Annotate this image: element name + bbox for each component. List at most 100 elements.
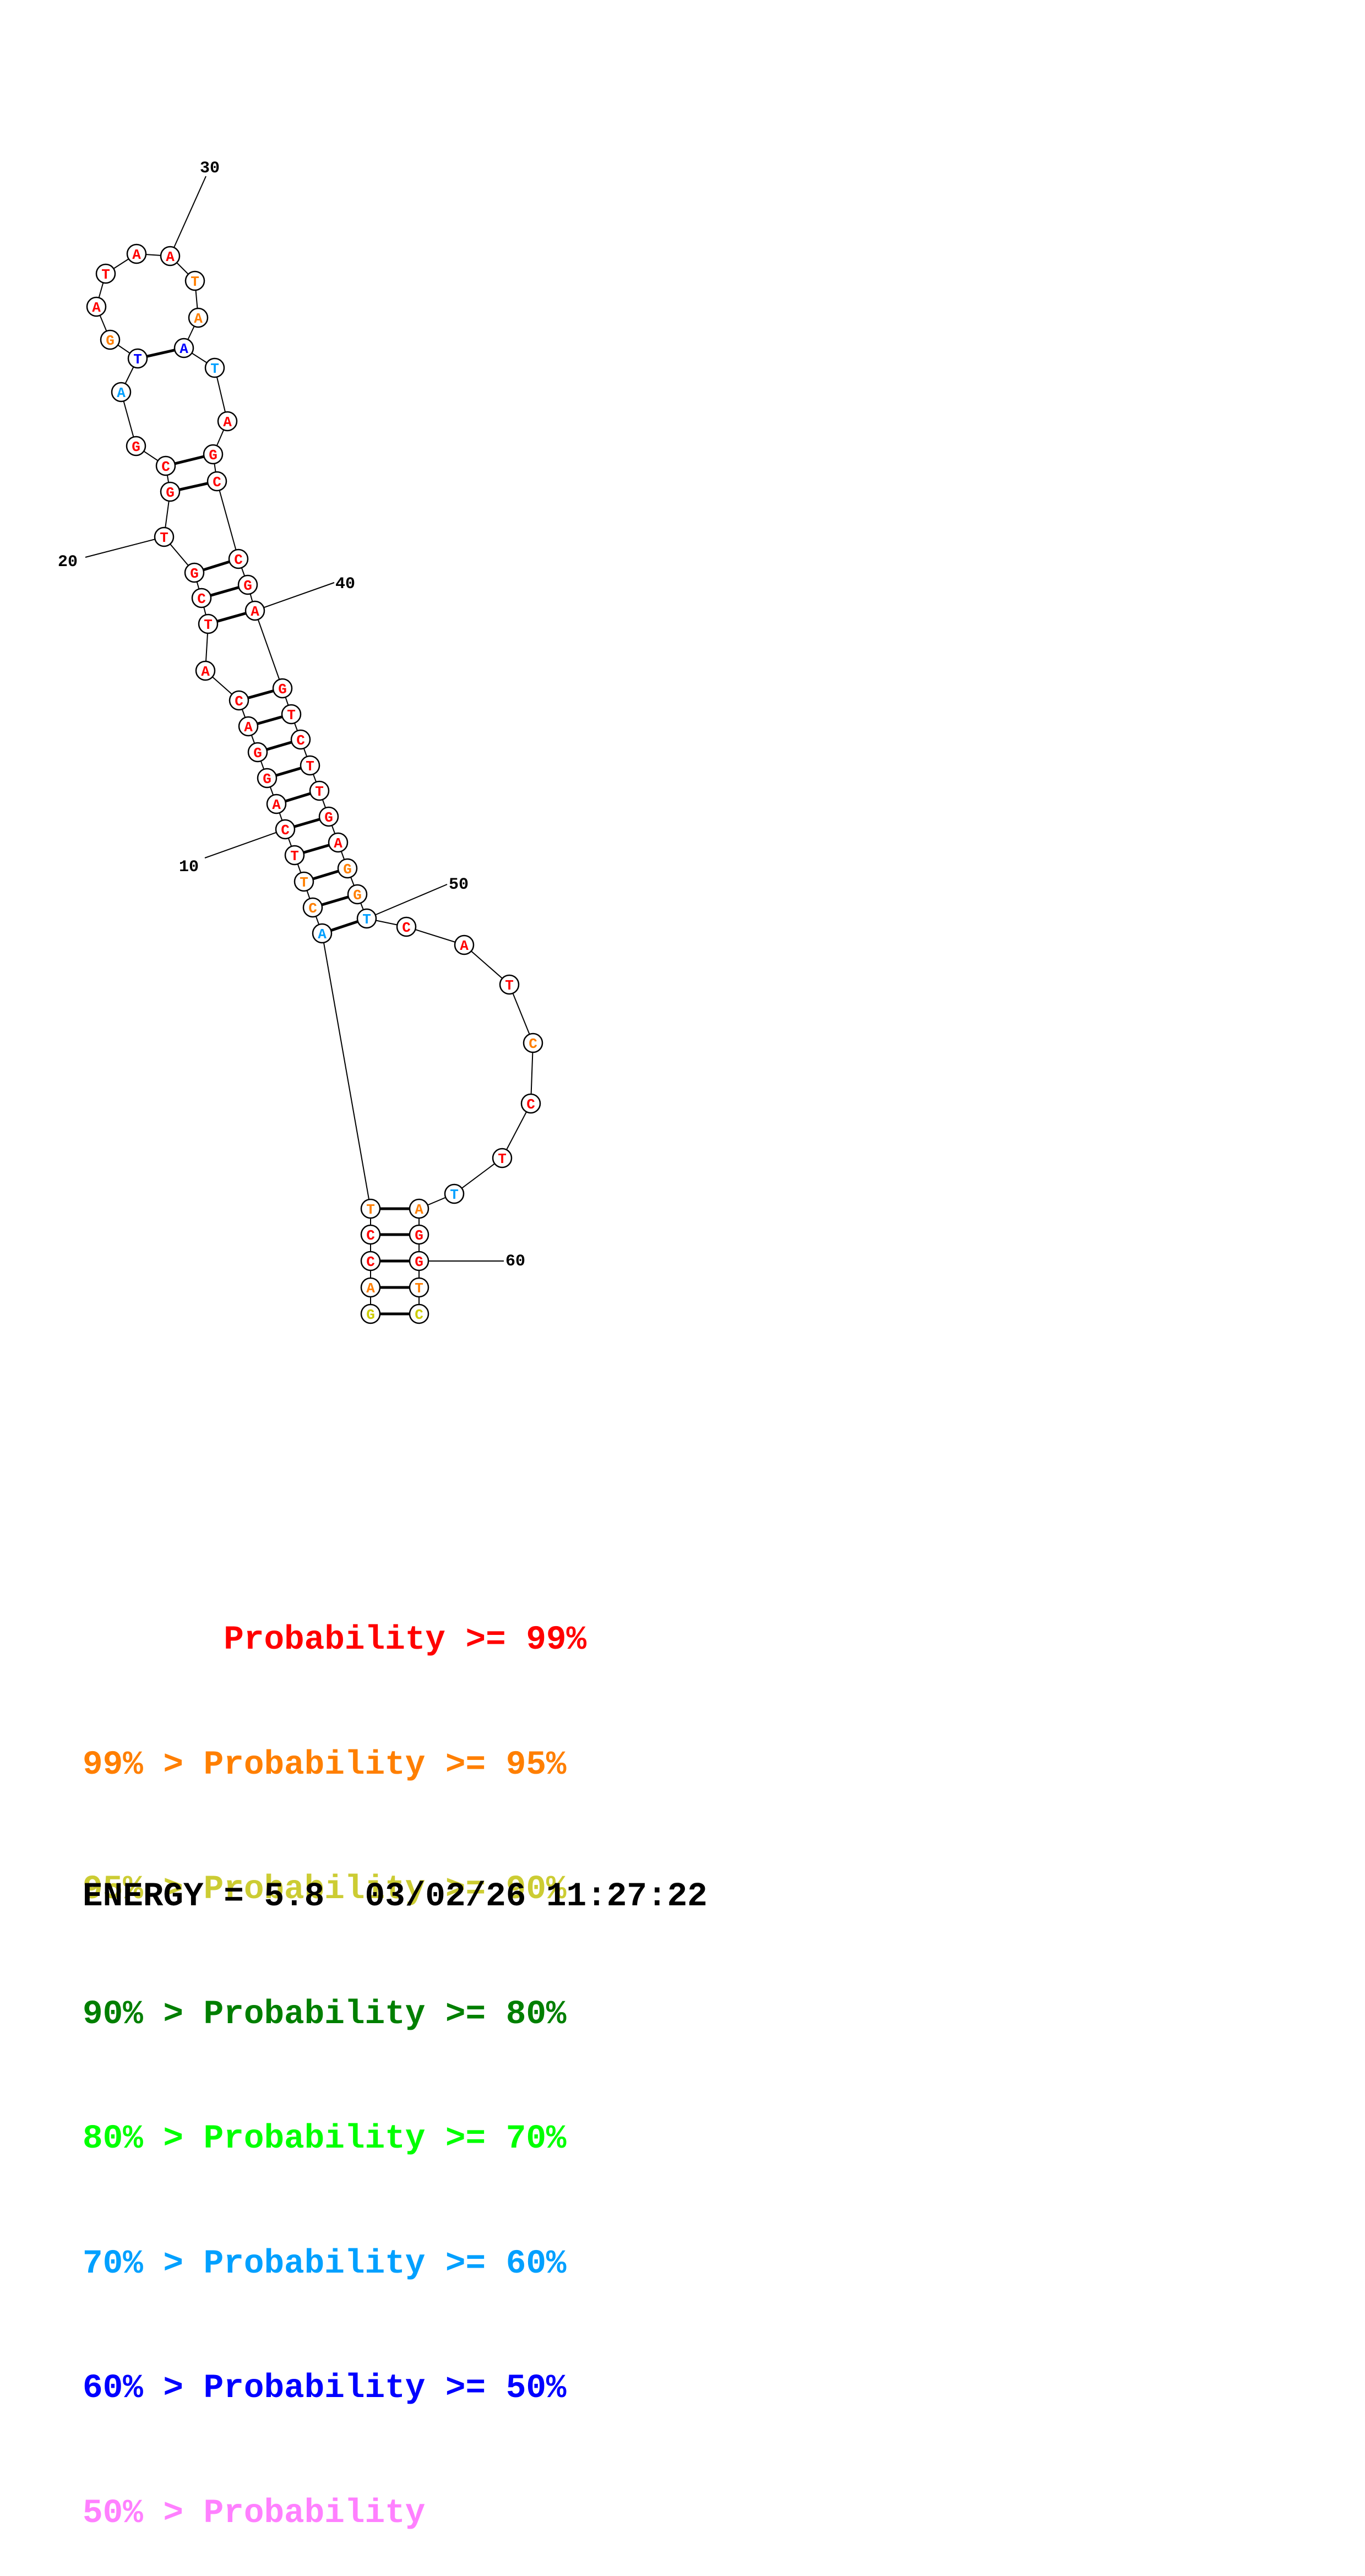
nucleotide-letter: T (287, 707, 296, 724)
nucleotide-circle (86, 296, 107, 317)
nucleotide-circle (337, 858, 358, 879)
backbone-segment (216, 481, 239, 559)
nucleotide-circle (272, 678, 293, 699)
nucleotide-letter: C (366, 1227, 375, 1244)
nucleotide-circle (257, 768, 278, 789)
nucleotide-circle (309, 780, 330, 801)
nucleotide-circle (444, 1183, 465, 1204)
nucleotide-circle (160, 246, 181, 267)
nucleotide-letter: T (450, 1187, 459, 1203)
nucleotide-circle (275, 819, 296, 840)
nucleotide-circle (454, 934, 475, 955)
nucleotide-letter: G (106, 333, 115, 349)
nucleotide-letter: G (278, 681, 287, 698)
nucleotide-circle (347, 884, 368, 905)
nucleotide-letter: C (281, 822, 290, 839)
nucleotide-circle (111, 382, 132, 403)
nucleotide-letter: A (460, 938, 469, 954)
nucleotide-letter: G (132, 439, 140, 455)
nucleotide-circle (409, 1224, 429, 1245)
nucleotide-letter: C (415, 1307, 423, 1323)
nucleotide-circle (328, 832, 349, 853)
nucleotide-circle (266, 794, 287, 814)
nucleotide-circle (523, 1032, 543, 1053)
nucleotide-circle (127, 348, 148, 369)
nucleotide-letter: A (180, 341, 188, 357)
index-label-line (85, 536, 165, 558)
nucleotide-circle (206, 471, 227, 492)
backbone-segment (254, 610, 283, 689)
nucleotide-letter: T (300, 874, 308, 891)
nucleotide-circle (244, 600, 265, 621)
nucleotide-letter: A (318, 926, 327, 943)
nucleotide-letter: T (306, 758, 314, 775)
nucleotide-letter: G (253, 745, 262, 762)
nucleotide-letter: T (505, 977, 514, 994)
nucleotide-letter: C (161, 459, 170, 475)
nucleotide-circle (492, 1148, 513, 1169)
nucleotide-circle (360, 1251, 381, 1271)
nucleotide-letter: C (526, 1096, 535, 1113)
nucleotide-circle (520, 1093, 541, 1114)
nucleotide-circle (155, 455, 176, 476)
nucleotide-circle (396, 916, 417, 937)
nucleotide-letter: G (190, 566, 199, 582)
nucleotide-letter: T (210, 361, 219, 377)
nucleotide-circle (217, 411, 238, 432)
backbone-segment (530, 1042, 534, 1104)
nucleotide-letter: A (132, 247, 141, 263)
nucleotide-letter: C (402, 920, 411, 936)
nucleotide-letter: T (415, 1280, 423, 1297)
nucleotide-letter: A (251, 604, 259, 620)
legend-row: 99% > Probability >= 95% (83, 1746, 567, 1784)
index-label: 40 (335, 575, 355, 594)
nucleotide-circle (126, 243, 147, 264)
legend-row: Probability >= 99% (83, 1621, 587, 1659)
nucleotide-circle (229, 690, 249, 711)
nucleotide-letter: C (366, 1254, 375, 1270)
nucleotide-letter: T (498, 1151, 507, 1167)
legend-row: 50% > Probability (83, 2494, 426, 2532)
nucleotide-circle (409, 1198, 429, 1219)
nucleotide-letter: T (290, 848, 299, 865)
index-label: 10 (179, 858, 199, 877)
nucleotide-letter: A (166, 249, 175, 265)
nucleotide-letter: C (308, 900, 317, 917)
nucleotide-letter: C (235, 693, 243, 710)
index-label-line (254, 582, 335, 611)
index-label: 60 (505, 1252, 525, 1271)
nucleotide-circle (302, 897, 323, 918)
legend-row: 60% > Probability >= 50% (83, 2370, 567, 2407)
nucleotide-circle (499, 974, 520, 995)
nucleotide-circle (293, 871, 314, 892)
nucleotide-circle (281, 704, 302, 725)
nucleotide-letter: T (362, 911, 371, 928)
index-label-line (204, 829, 286, 858)
nucleotide-circle (312, 923, 333, 944)
legend-row: 90% > Probability >= 80% (83, 1995, 567, 2034)
nucleotide-circle (228, 548, 249, 569)
nucleotide-circle (203, 444, 224, 465)
nucleotide-circle (409, 1303, 429, 1324)
nucleotide-letter: C (296, 732, 305, 749)
nucleotide-circle (238, 716, 259, 737)
nucleotide-circle (360, 1224, 381, 1245)
nucleotide-letter: T (366, 1202, 375, 1218)
nucleotide-circle (184, 562, 205, 583)
nucleotide-circle (95, 263, 116, 284)
index-label-line (170, 176, 206, 257)
index-label: 20 (58, 553, 78, 572)
nucleotide-circle (247, 742, 268, 763)
probability-legend: Probability >= 99% 99% > Probability >= … (83, 1536, 586, 2576)
nucleotide-circle (409, 1251, 429, 1271)
nucleotide-letter: G (343, 861, 352, 878)
nucleotide-circle (160, 481, 181, 502)
nucleotide-circle (173, 338, 194, 358)
nucleotide-letter: A (201, 664, 210, 680)
nucleotide-letter: T (101, 267, 110, 283)
legend-row: 80% > Probability >= 70% (83, 2120, 567, 2158)
nucleotide-letter: G (209, 447, 217, 464)
nucleotide-letter: A (334, 835, 342, 852)
